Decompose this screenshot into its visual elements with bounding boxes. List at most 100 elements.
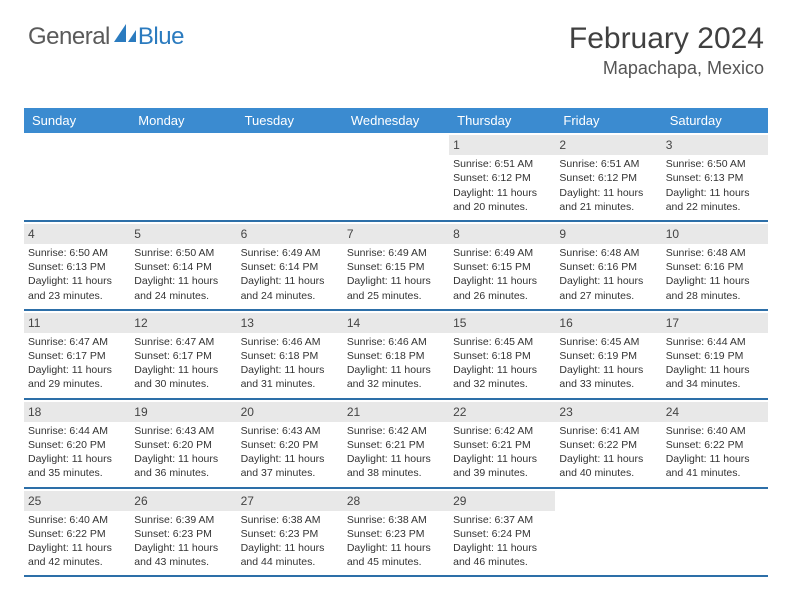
calendar-cell: 15Sunrise: 6:45 AMSunset: 6:18 PMDayligh… — [449, 311, 555, 398]
calendar-cell: 1Sunrise: 6:51 AMSunset: 6:12 PMDaylight… — [449, 133, 555, 220]
daylight-line-1: Daylight: 11 hours — [134, 541, 232, 555]
sunrise-line: Sunrise: 6:41 AM — [559, 424, 657, 438]
day-number: 15 — [449, 313, 555, 333]
day-number: 18 — [24, 402, 130, 422]
month-title: February 2024 — [569, 22, 764, 56]
daylight-line-1: Daylight: 11 hours — [347, 541, 445, 555]
sunset-line: Sunset: 6:16 PM — [666, 260, 764, 274]
daylight-line-1: Daylight: 11 hours — [666, 186, 764, 200]
sunrise-line: Sunrise: 6:47 AM — [28, 335, 126, 349]
daylight-line-1: Daylight: 11 hours — [347, 452, 445, 466]
daylight-line-2: and 39 minutes. — [453, 466, 551, 480]
calendar-grid: SundayMondayTuesdayWednesdayThursdayFrid… — [24, 108, 768, 577]
daylight-line-1: Daylight: 11 hours — [28, 274, 126, 288]
day-number: 24 — [662, 402, 768, 422]
daylight-line-1: Daylight: 11 hours — [559, 186, 657, 200]
day-number: 7 — [343, 224, 449, 244]
daylight-line-1: Daylight: 11 hours — [28, 541, 126, 555]
calendar-cell: 5Sunrise: 6:50 AMSunset: 6:14 PMDaylight… — [130, 222, 236, 309]
location-label: Mapachapa, Mexico — [569, 58, 764, 79]
sunrise-line: Sunrise: 6:50 AM — [666, 157, 764, 171]
daylight-line-2: and 40 minutes. — [559, 466, 657, 480]
sunrise-line: Sunrise: 6:38 AM — [241, 513, 339, 527]
calendar-header-cell: Friday — [555, 108, 661, 133]
daylight-line-1: Daylight: 11 hours — [666, 274, 764, 288]
calendar-cell: 12Sunrise: 6:47 AMSunset: 6:17 PMDayligh… — [130, 311, 236, 398]
day-number: 26 — [130, 491, 236, 511]
daylight-line-2: and 44 minutes. — [241, 555, 339, 569]
sunrise-line: Sunrise: 6:47 AM — [134, 335, 232, 349]
daylight-line-2: and 21 minutes. — [559, 200, 657, 214]
daylight-line-1: Daylight: 11 hours — [666, 363, 764, 377]
daylight-line-2: and 27 minutes. — [559, 289, 657, 303]
calendar-cell: 19Sunrise: 6:43 AMSunset: 6:20 PMDayligh… — [130, 400, 236, 487]
calendar-cell: 21Sunrise: 6:42 AMSunset: 6:21 PMDayligh… — [343, 400, 449, 487]
day-number: 16 — [555, 313, 661, 333]
daylight-line-1: Daylight: 11 hours — [241, 363, 339, 377]
calendar-cell: 24Sunrise: 6:40 AMSunset: 6:22 PMDayligh… — [662, 400, 768, 487]
day-number: 1 — [449, 135, 555, 155]
sunset-line: Sunset: 6:22 PM — [559, 438, 657, 452]
sunrise-line: Sunrise: 6:50 AM — [134, 246, 232, 260]
sunrise-line: Sunrise: 6:40 AM — [666, 424, 764, 438]
daylight-line-1: Daylight: 11 hours — [28, 363, 126, 377]
calendar-header-cell: Sunday — [24, 108, 130, 133]
calendar-header-cell: Monday — [130, 108, 236, 133]
calendar-cell — [343, 133, 449, 220]
sunset-line: Sunset: 6:15 PM — [453, 260, 551, 274]
daylight-line-2: and 26 minutes. — [453, 289, 551, 303]
day-number: 21 — [343, 402, 449, 422]
daylight-line-1: Daylight: 11 hours — [453, 274, 551, 288]
sunset-line: Sunset: 6:19 PM — [559, 349, 657, 363]
calendar-cell: 11Sunrise: 6:47 AMSunset: 6:17 PMDayligh… — [24, 311, 130, 398]
day-number: 10 — [662, 224, 768, 244]
daylight-line-2: and 33 minutes. — [559, 377, 657, 391]
sunset-line: Sunset: 6:17 PM — [28, 349, 126, 363]
page-header: February 2024 Mapachapa, Mexico — [569, 22, 764, 79]
daylight-line-2: and 42 minutes. — [28, 555, 126, 569]
daylight-line-2: and 45 minutes. — [347, 555, 445, 569]
daylight-line-1: Daylight: 11 hours — [241, 274, 339, 288]
calendar-cell: 18Sunrise: 6:44 AMSunset: 6:20 PMDayligh… — [24, 400, 130, 487]
day-number: 20 — [237, 402, 343, 422]
day-number: 23 — [555, 402, 661, 422]
day-number: 14 — [343, 313, 449, 333]
daylight-line-2: and 36 minutes. — [134, 466, 232, 480]
calendar-row: 1 Sunrise: 6:51 AMSunset: 6:12 PM Daylight… — [24, 133, 768, 222]
daylight-line-1: Daylight: 11 hours — [241, 452, 339, 466]
sunrise-line: Sunrise: 6:50 AM — [28, 246, 126, 260]
sunrise-line: Sunrise: 6:51 AM — [453, 157, 551, 171]
daylight-line-1: Daylight: 11 hours — [134, 274, 232, 288]
sunrise-line: Sunrise: 6:45 AM — [559, 335, 657, 349]
calendar-row: 18Sunrise: 6:44 AMSunset: 6:20 PMDayligh… — [24, 400, 768, 489]
calendar-cell: 14Sunrise: 6:46 AMSunset: 6:18 PMDayligh… — [343, 311, 449, 398]
sunset-line: Sunset: 6:24 PM — [453, 527, 551, 541]
calendar-header-cell: Saturday — [662, 108, 768, 133]
calendar-cell — [237, 133, 343, 220]
calendar-cell: 29Sunrise: 6:37 AMSunset: 6:24 PMDayligh… — [449, 489, 555, 576]
calendar-row: 11Sunrise: 6:47 AMSunset: 6:17 PMDayligh… — [24, 311, 768, 400]
sunset-line: Sunset: 6:18 PM — [453, 349, 551, 363]
day-number: 29 — [449, 491, 555, 511]
sunset-line: Sunset: 6:12 PM — [453, 171, 551, 185]
calendar-cell: 27Sunrise: 6:38 AMSunset: 6:23 PMDayligh… — [237, 489, 343, 576]
brand-name-1: General — [28, 23, 110, 51]
day-number: 25 — [24, 491, 130, 511]
sunset-line: Sunset: 6:21 PM — [347, 438, 445, 452]
day-number: 3 — [662, 135, 768, 155]
sunset-line: Sunset: 6:20 PM — [134, 438, 232, 452]
calendar-cell: 7Sunrise: 6:49 AMSunset: 6:15 PMDaylight… — [343, 222, 449, 309]
calendar-cell — [662, 489, 768, 576]
calendar-cell: 28Sunrise: 6:38 AMSunset: 6:23 PMDayligh… — [343, 489, 449, 576]
daylight-line-1: Daylight: 11 hours — [347, 274, 445, 288]
daylight-line-2: and 25 minutes. — [347, 289, 445, 303]
sunset-line: Sunset: 6:14 PM — [241, 260, 339, 274]
daylight-line-1: Daylight: 11 hours — [666, 452, 764, 466]
brand-name-2: Blue — [138, 23, 184, 51]
sunrise-line: Sunrise: 6:48 AM — [666, 246, 764, 260]
brand-logo: General Blue — [28, 22, 184, 51]
sunset-line: Sunset: 6:16 PM — [559, 260, 657, 274]
sunset-line: Sunset: 6:20 PM — [28, 438, 126, 452]
calendar-cell: 17Sunrise: 6:44 AMSunset: 6:19 PMDayligh… — [662, 311, 768, 398]
daylight-line-1: Daylight: 11 hours — [559, 363, 657, 377]
